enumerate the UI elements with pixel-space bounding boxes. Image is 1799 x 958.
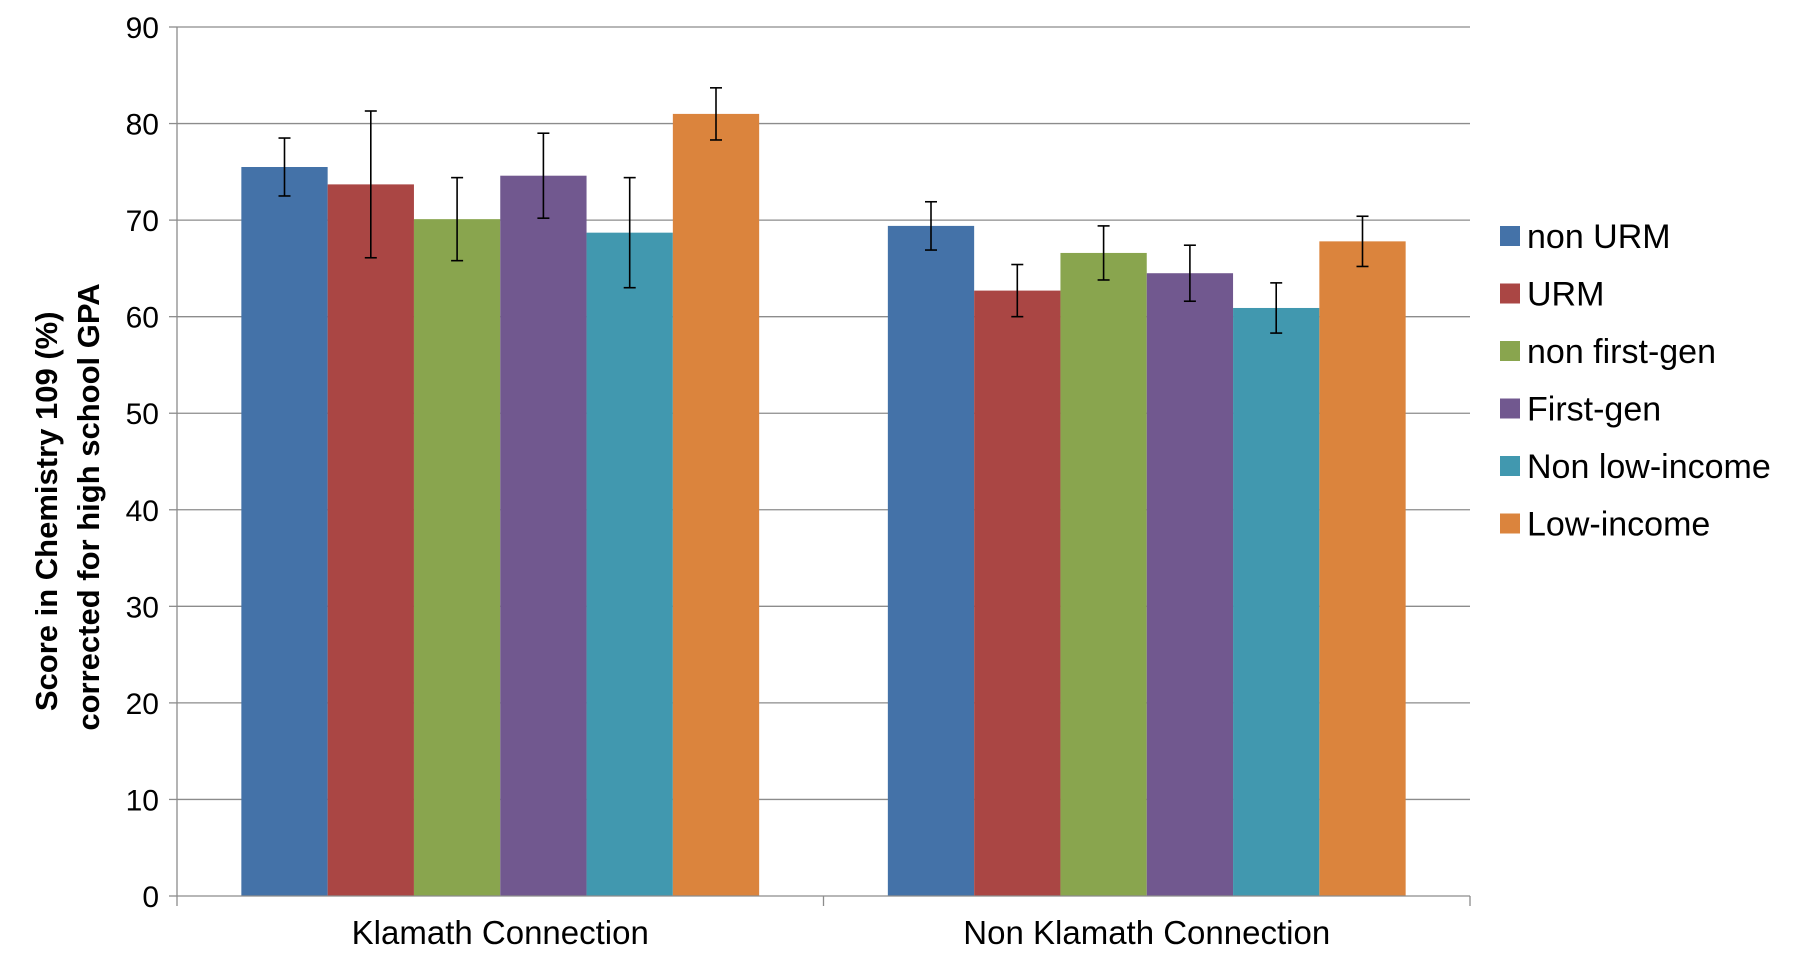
bar	[1060, 252, 1147, 896]
legend-label: First-gen	[1527, 391, 1661, 429]
y-tick-label: 90	[126, 12, 159, 45]
bars	[241, 113, 1406, 897]
legend-swatch	[1500, 226, 1520, 246]
legend-swatch	[1500, 283, 1520, 304]
legend-label: URM	[1527, 276, 1604, 314]
bar	[887, 225, 975, 897]
legend-label: non first-gen	[1527, 333, 1716, 371]
bar	[327, 184, 414, 896]
error-bars	[278, 87, 1369, 334]
legend: non URM URM non first-gen First-gen Non low-…	[1500, 218, 1771, 544]
y-tick-label: 80	[126, 109, 159, 142]
legend-swatch	[1500, 456, 1520, 476]
y-tick-label: 40	[126, 495, 159, 528]
bar	[241, 167, 328, 896]
legend-label: Low-income	[1527, 506, 1710, 544]
y-tick-labels: 0 10 20 30 40 50 60 70 80 90	[126, 12, 159, 914]
y-tick-label: 20	[126, 688, 159, 721]
legend-label: Non low-income	[1527, 448, 1771, 486]
y-tick-label: 70	[126, 205, 159, 238]
bar	[1233, 307, 1320, 896]
y-axis-label: Score in Chemistry 109 (%) corrected for…	[29, 283, 106, 730]
y-axis-label-line-1: Score in Chemistry 109 (%)	[29, 311, 64, 711]
y-tick-label: 60	[126, 302, 159, 335]
y-tick-label: 30	[126, 591, 159, 624]
y-tick-label: 0	[142, 881, 159, 914]
axes	[169, 26, 1471, 906]
legend-swatch	[1500, 398, 1520, 419]
legend-swatch	[1500, 513, 1520, 534]
bar	[672, 113, 760, 896]
x-category-labels: Klamath Connection Non Klamath Connection	[352, 914, 1331, 951]
legend-label: non URM	[1527, 218, 1671, 256]
bar	[500, 175, 587, 896]
x-category-label: Non Klamath Connection	[963, 914, 1330, 951]
bar	[1319, 241, 1406, 896]
y-tick-label: 50	[126, 398, 159, 431]
bar	[1146, 273, 1234, 896]
bar	[974, 290, 1061, 896]
y-tick-label: 10	[126, 784, 159, 817]
x-category-label: Klamath Connection	[352, 914, 649, 951]
legend-swatch	[1500, 341, 1520, 361]
bar	[586, 232, 673, 896]
bar	[413, 219, 501, 896]
y-axis-label-line-2: corrected for high school GPA	[71, 283, 106, 730]
